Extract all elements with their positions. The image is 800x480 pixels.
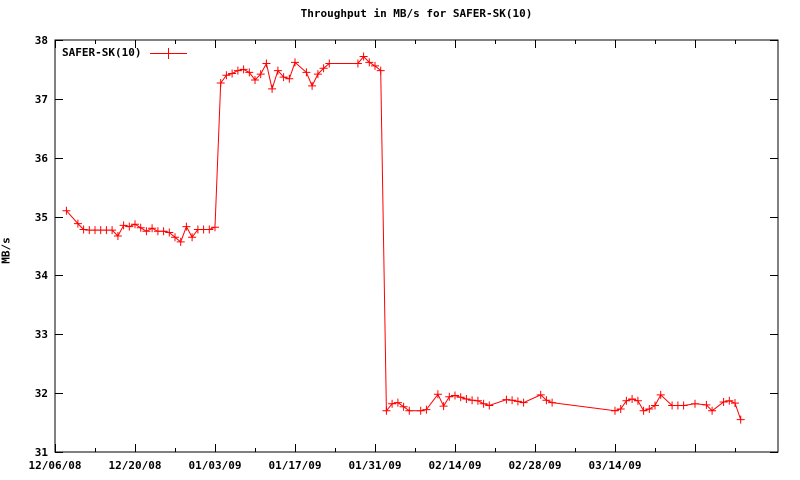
x-tick-label: 12/06/08 [29,459,82,472]
y-tick-label: 38 [35,34,48,47]
chart-title: Throughput in MB/s for SAFER-SK(10) [300,7,533,20]
legend-series-label: SAFER-SK(10) [62,46,142,59]
y-tick-label: 33 [35,328,48,341]
series-line [66,55,742,420]
y-tick-label: 37 [35,93,48,106]
x-tick-label: 02/28/09 [509,459,562,472]
y-tick-label: 36 [35,152,49,165]
x-tick-label: 01/17/09 [269,459,322,472]
x-tick-label: 01/03/09 [189,459,242,472]
y-tick-label: 35 [35,211,48,224]
plot-border [54,39,779,453]
x-tick-label: 03/14/09 [589,459,642,472]
x-tick-label: 02/14/09 [429,459,482,472]
x-tick-label: 01/31/09 [349,459,402,472]
series-markers [62,52,745,424]
y-tick-label: 31 [35,446,49,459]
x-tick-label: 12/20/08 [109,459,162,472]
y-tick-label: 34 [35,269,49,282]
y-tick-label: 32 [35,387,48,400]
